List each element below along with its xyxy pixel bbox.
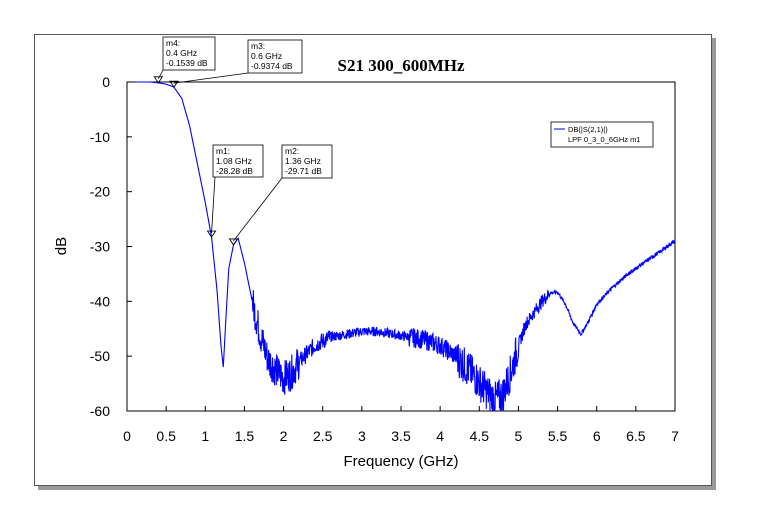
y-tick-label: 0	[102, 74, 110, 90]
marker-m2[interactable]: m2:1.36 GHz-29.71 dB	[228, 144, 333, 246]
x-tick-label: 0	[123, 428, 131, 444]
marker-value: -0.1539 dB	[166, 58, 208, 68]
marker-freq: 1.08 GHz	[216, 156, 252, 166]
y-axis: 0 -10 -20 -30 -40 -50 -60	[90, 74, 132, 419]
x-tick-label: 7	[671, 428, 679, 444]
x-axis-label: Frequency (GHz)	[343, 453, 458, 470]
y-tick-label: -60	[90, 403, 110, 419]
marker-box	[162, 36, 216, 71]
x-tick-label: 5	[515, 428, 523, 444]
legend: DB(|S(2,1)|) LPF 0_3_0_6GHz m1	[550, 121, 654, 148]
marker-id: m1:	[216, 146, 230, 156]
marker-box	[247, 39, 303, 74]
x-tick-label: 1.5	[235, 428, 255, 444]
marker-freq: 0.4 GHz	[166, 48, 197, 58]
x-tick-label: 5.5	[548, 428, 568, 444]
x-tick-label: 1	[201, 428, 209, 444]
marker-leader-line	[211, 176, 216, 234]
x-tick-label: 6	[593, 428, 601, 444]
marker-triangle	[153, 76, 164, 84]
y-tick-label: -10	[90, 129, 110, 145]
x-tick-label: 2	[280, 428, 288, 444]
marker-m3[interactable]: m3:0.6 GHz-0.9374 dB	[169, 39, 303, 88]
marker-leader-line	[233, 177, 283, 242]
marker-triangle	[169, 80, 179, 88]
x-tick-label: 4.5	[470, 428, 490, 444]
marker-box	[281, 144, 333, 179]
marker-triangle	[228, 238, 239, 246]
marker-id: m3:	[251, 41, 265, 51]
marker-id: m4:	[166, 38, 180, 48]
series-line-s21	[134, 81, 676, 412]
y-tick-label: -40	[90, 293, 110, 309]
y-axis-label: dB	[53, 237, 70, 255]
marker-value: -0.9374 dB	[251, 61, 293, 71]
marker-box	[212, 144, 264, 178]
marker-leader-line	[173, 72, 249, 84]
legend-entry-line2: LPF 0_3_0_6GHz m1	[568, 135, 641, 144]
x-tick-label: 6.5	[626, 428, 646, 444]
chart-title: S21 300_600MHz	[337, 56, 464, 75]
y-tick-label: -30	[90, 239, 110, 255]
marker-value: -29.71 dB	[285, 166, 322, 176]
x-tick-label: 4	[436, 428, 444, 444]
y-tick-label: -20	[90, 184, 110, 200]
marker-id: m2:	[285, 146, 299, 156]
x-tick-label: 3	[358, 428, 366, 444]
y-tick-label: -50	[90, 348, 110, 364]
x-tick-label: 3.5	[391, 428, 411, 444]
legend-entry-line1: DB(|S(2,1)|)	[568, 125, 608, 134]
marker-m1[interactable]: m1:1.08 GHz-28.28 dB	[206, 144, 264, 238]
marker-value: -28.28 dB	[216, 166, 253, 176]
marker-freq: 0.6 GHz	[251, 51, 282, 61]
x-tick-label: 0.5	[156, 428, 176, 444]
legend-box	[550, 121, 654, 148]
marker-freq: 1.36 GHz	[285, 156, 321, 166]
marker-m4[interactable]: m4:0.4 GHz-0.1539 dB	[153, 36, 216, 84]
x-axis: 0 0.5 1 1.5 2 2.5 3 3.5 4 4.5 5 5.5 6 6.5 7	[123, 406, 679, 444]
marker-triangle	[206, 230, 217, 238]
x-tick-label: 2.5	[313, 428, 333, 444]
marker-leader-line	[157, 69, 164, 80]
